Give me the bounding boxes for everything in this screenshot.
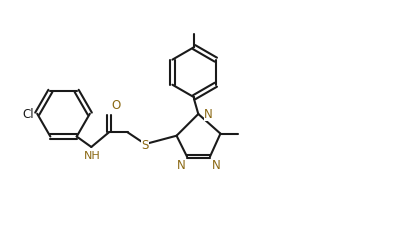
Text: S: S (142, 138, 149, 151)
Text: NH: NH (84, 151, 100, 161)
Text: O: O (111, 99, 120, 112)
Text: N: N (212, 159, 220, 172)
Text: Cl: Cl (22, 108, 34, 121)
Text: N: N (204, 108, 213, 121)
Text: N: N (177, 159, 185, 172)
